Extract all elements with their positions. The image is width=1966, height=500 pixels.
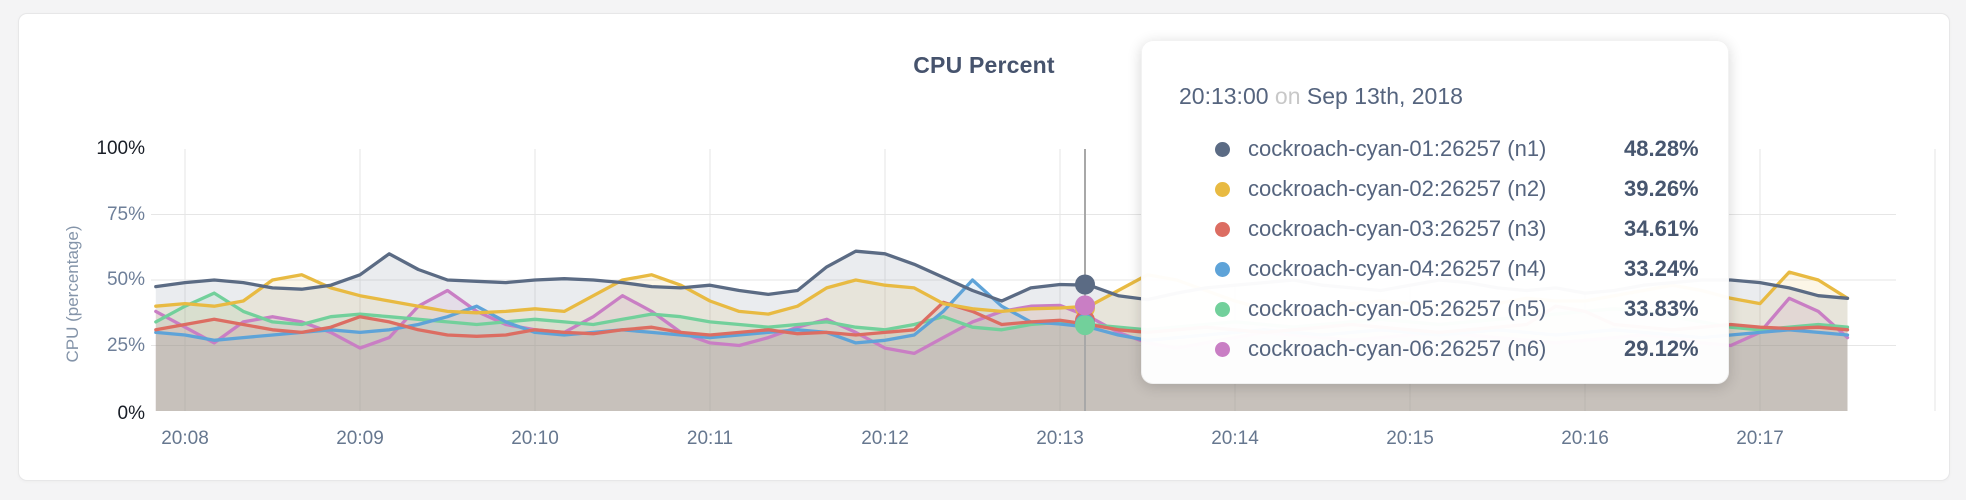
x-tick-label: 20:12 (861, 428, 909, 449)
tooltip-row-n3: cockroach-cyan-03:26257 (n3) 34.61% (1179, 209, 1699, 249)
series-color-dot-icon (1215, 141, 1230, 157)
series-color-dot-icon (1215, 261, 1230, 277)
tooltip-row-n6: cockroach-cyan-06:26257 (n6) 29.12% (1179, 329, 1699, 369)
x-tick-label: 20:10 (511, 428, 559, 449)
x-tick-label: 20:08 (161, 428, 209, 449)
tooltip-row-n5: cockroach-cyan-05:26257 (n5) 33.83% (1179, 289, 1699, 329)
y-tick-label: 100% (96, 138, 145, 159)
tooltip-series-label: cockroach-cyan-03:26257 (n3) (1248, 216, 1547, 241)
series-color-dot-icon (1215, 221, 1230, 237)
tooltip-series-value: 29.12% (1624, 336, 1699, 361)
series-color-dot-icon (1215, 301, 1230, 317)
y-tick-label: 50% (106, 269, 145, 290)
tooltip-date: Sep 13th, 2018 (1306, 83, 1463, 109)
tooltip-series-label: cockroach-cyan-05:26257 (n5) (1248, 296, 1547, 321)
x-tick-label: 20:16 (1561, 428, 1609, 449)
tooltip-on-word: on (1274, 83, 1301, 109)
tooltip-series-label: cockroach-cyan-06:26257 (n6) (1248, 336, 1547, 361)
tooltip-row-n4: cockroach-cyan-04:26257 (n4) 33.24% (1179, 249, 1699, 289)
x-tick-label: 20:17 (1736, 428, 1784, 449)
y-tick-label: 0% (117, 403, 145, 424)
tooltip-series-label: cockroach-cyan-04:26257 (n4) (1248, 256, 1547, 281)
y-tick-label: 75% (106, 203, 145, 225)
tooltip-row-n2: cockroach-cyan-02:26257 (n2) 39.26% (1179, 169, 1699, 209)
hover-tooltip: 20:13:00 on Sep 13th, 2018 cockroach-cya… (1141, 40, 1729, 384)
tooltip-series-value: 48.28% (1624, 136, 1699, 161)
x-tick-label: 20:09 (336, 428, 384, 449)
tooltip-header: 20:13:00 on Sep 13th, 2018 (1179, 81, 1698, 111)
tooltip-series-value: 33.83% (1624, 296, 1699, 321)
series-color-dot-icon (1215, 181, 1230, 197)
hover-dot-n5 (1075, 315, 1095, 336)
tooltip-series-label: cockroach-cyan-02:26257 (n2) (1248, 176, 1547, 201)
y-tick-label: 25% (106, 334, 145, 356)
x-tick-label: 20:15 (1386, 428, 1434, 449)
x-tick-label: 20:14 (1211, 428, 1259, 449)
chart-title: CPU Percent (913, 52, 1055, 78)
tooltip-row-n1: cockroach-cyan-01:26257 (n1) 48.28% (1179, 129, 1699, 169)
hover-dot-n6 (1075, 295, 1095, 316)
tooltip-series-value: 34.61% (1624, 216, 1699, 241)
tooltip-series-label: cockroach-cyan-01:26257 (n1) (1248, 136, 1547, 161)
series-color-dot-icon (1215, 341, 1230, 357)
tooltip-time: 20:13:00 (1179, 83, 1269, 109)
x-tick-label: 20:11 (686, 428, 734, 449)
x-tick-label: 20:13 (1036, 428, 1084, 449)
hover-dot-n1 (1075, 274, 1095, 295)
tooltip-series-value: 39.26% (1624, 176, 1699, 201)
tooltip-series-value: 33.24% (1624, 256, 1699, 281)
tooltip-rows: cockroach-cyan-01:26257 (n1) 48.28% cockro… (1179, 129, 1699, 369)
